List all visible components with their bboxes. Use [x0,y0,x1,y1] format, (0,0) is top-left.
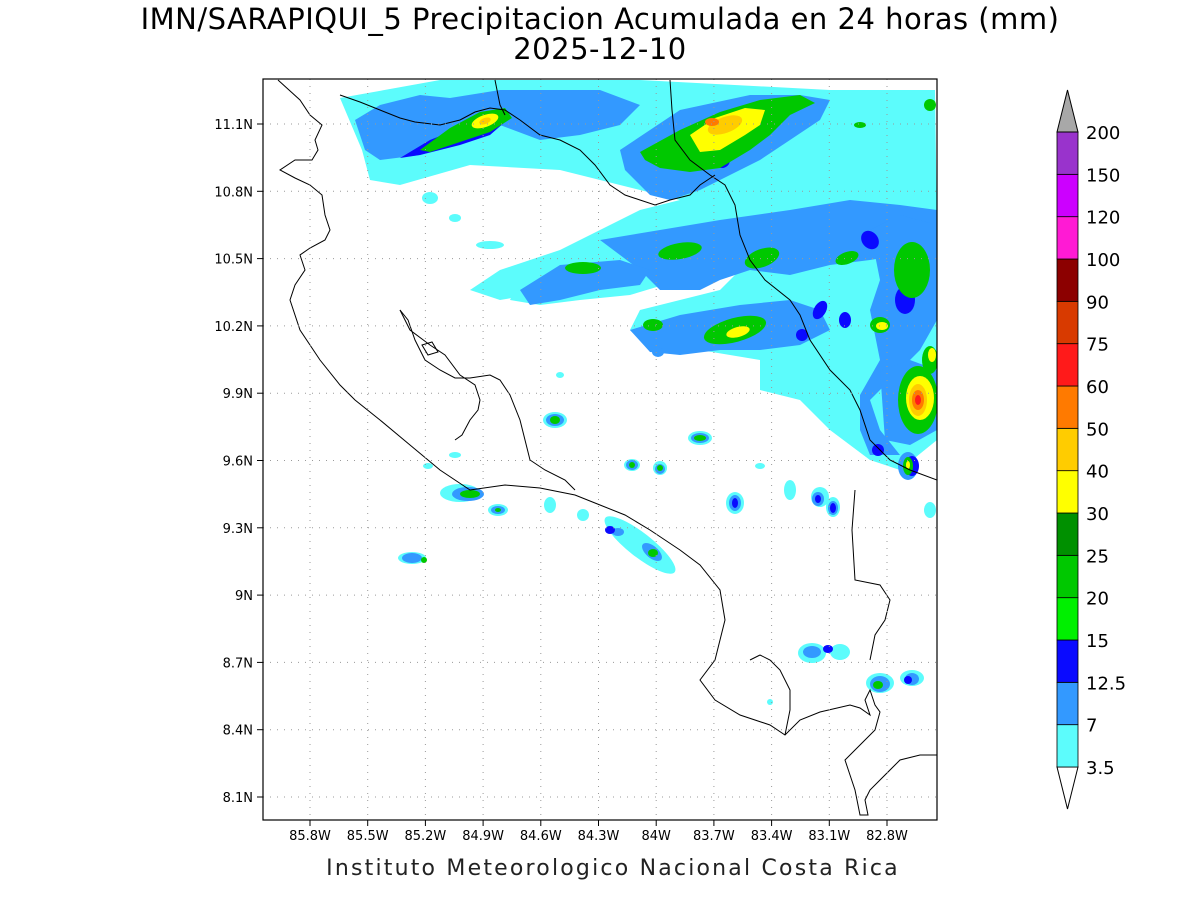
colorbar-over-arrow [1056,89,1079,133]
colorbar-swatch [1056,681,1079,726]
colorbar-swatch [1056,470,1079,514]
colorbar-label: 50 [1086,419,1109,440]
lat-tick-label: 9.9N [223,387,253,402]
colorbar-swatch [1056,724,1079,768]
colorbar-label: 40 [1086,462,1109,483]
grid-lines [263,79,937,820]
lat-tick-label: 9.3N [223,522,253,537]
colorbar-label: 200 [1086,123,1120,144]
colorbar-under-arrow [1056,766,1079,810]
colorbar-label: 75 [1086,335,1109,356]
coastlines [277,79,937,816]
colorbar-label: 90 [1086,292,1109,313]
colorbar: 3.5 7 12.5 15 20 25 30 40 50 60 75 90 100 120 150 200 [1056,89,1126,810]
colorbar-swatch [1056,385,1079,429]
lat-tick-label: 10.8N [214,185,253,200]
colorbar-label: 3.5 [1086,758,1115,779]
lat-tick-label: 9N [235,589,253,604]
colorbar-label: 100 [1086,250,1120,271]
colorbar-label: 30 [1086,504,1109,525]
colorbar-swatch [1056,131,1079,175]
lon-tick-label: 84.9W [462,829,504,844]
colorbar-label: 15 [1086,631,1109,652]
lat-tick-label: 9.6N [223,455,253,470]
lon-tick-label: 83.1W [808,829,850,844]
lon-tick-label: 82.8W [866,829,908,844]
footer-credit: Instituto Meteorologico Nacional Costa R… [326,856,900,881]
colorbar-swatch [1056,512,1079,556]
colorbar-label: 60 [1086,377,1109,398]
colorbar-swatch [1056,216,1079,260]
lon-tick-label: 85.8W [289,829,331,844]
colorbar-swatch [1056,258,1079,302]
colorbar-label: 20 [1086,589,1109,610]
lat-tick-label: 8.7N [223,656,253,671]
map-title: IMN/SARAPIQUI_5 Precipitacion Acumulada … [140,2,1060,36]
colorbar-swatch [1056,554,1079,599]
lat-tick-label: 10.5N [214,253,253,268]
lon-tick-label: 84W [641,829,671,844]
lon-tick-label: 84.6W [520,829,562,844]
lon-tick-label: 83.7W [693,829,735,844]
colorbar-label: 12.5 [1086,673,1126,694]
colorbar-swatch [1056,343,1079,387]
colorbar-swatch [1056,300,1079,345]
lon-tick-label: 85.5W [347,829,389,844]
colorbar-swatch [1056,597,1079,641]
colorbar-label: 25 [1086,546,1109,567]
colorbar-swatch [1056,639,1079,683]
axis-ticks: 11.1N 10.8N 10.5N 10.2N 9.9N 9.6N 9.3N 9N 8.7N 8.… [214,118,908,844]
colorbar-label: 150 [1086,165,1120,186]
lon-tick-label: 84.3W [578,829,620,844]
map-date: 2025-12-10 [513,32,687,66]
lat-tick-label: 10.2N [214,320,253,335]
colorbar-label: 120 [1086,208,1120,229]
lat-tick-label: 8.4N [223,724,253,739]
colorbar-swatch [1056,427,1079,472]
lon-tick-label: 83.4W [751,829,793,844]
lat-tick-label: 11.1N [214,118,253,133]
colorbar-label: 7 [1086,716,1097,737]
lat-tick-label: 8.1N [223,791,253,806]
plot-frame [262,78,938,821]
colorbar-swatch [1056,173,1079,218]
precip-band-60 [915,395,921,405]
lon-tick-label: 85.2W [404,829,446,844]
